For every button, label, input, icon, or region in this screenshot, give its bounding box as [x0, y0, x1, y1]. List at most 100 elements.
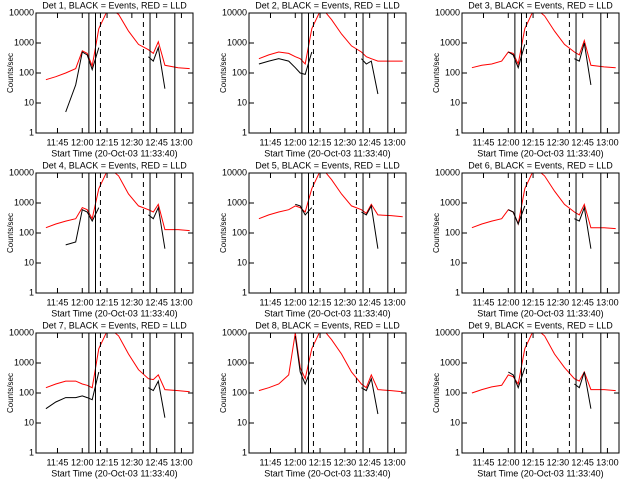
- y-tick-label: 1: [29, 447, 34, 457]
- series-line: [471, 13, 616, 69]
- y-tick-label: 10: [24, 97, 34, 107]
- plot-frame: [35, 12, 194, 134]
- y-tick-label: 1000: [440, 357, 460, 367]
- y-tick-label: 100: [445, 387, 460, 397]
- x-tick-label: 12:15: [96, 137, 119, 147]
- x-axis-label: Start Time (20-Oct-03 11:33:40): [477, 148, 603, 158]
- x-tick-label: 13:00: [596, 457, 619, 467]
- x-axis-label: Start Time (20-Oct-03 11:33:40): [51, 308, 177, 318]
- panel: Det 4, BLACK = Events, RED = LLD Start Ti…: [6, 160, 194, 318]
- x-tick-label: 11:45: [47, 137, 69, 147]
- plot-frame: [248, 332, 407, 454]
- x-tick-label: 12:15: [309, 297, 332, 307]
- x-tick-label: 12:00: [497, 457, 520, 467]
- chart-title: Det 4, BLACK = Events, RED = LLD: [42, 160, 187, 170]
- panel: Det 9, BLACK = Events, RED = LLD Start Ti…: [432, 320, 620, 478]
- y-tick-label: 1: [455, 447, 460, 457]
- y-axis-label: Counts/sec: [219, 53, 228, 93]
- x-tick-label: 13:00: [383, 457, 406, 467]
- y-tick-label: 10000: [435, 7, 460, 17]
- x-tick-label: 12:00: [71, 297, 94, 307]
- series-line: [45, 173, 190, 232]
- plot-frame: [461, 332, 620, 454]
- x-tick-label: 12:45: [571, 457, 594, 467]
- panel: Det 6, BLACK = Events, RED = LLD Start Ti…: [432, 160, 620, 318]
- y-tick-label: 1: [455, 287, 460, 297]
- x-axis-label: Start Time (20-Oct-03 11:33:40): [51, 468, 177, 478]
- x-tick-label: 12:30: [334, 297, 357, 307]
- y-axis-label: Counts/sec: [219, 213, 228, 253]
- y-axis-label: Counts/sec: [6, 373, 15, 413]
- x-tick-label: 12:30: [334, 137, 357, 147]
- y-tick-label: 10: [237, 97, 247, 107]
- series-line: [258, 13, 403, 66]
- plot-area: [45, 173, 190, 249]
- y-tick-label: 1: [29, 287, 34, 297]
- x-tick-label: 12:15: [96, 297, 119, 307]
- x-tick-label: 13:00: [596, 137, 619, 147]
- y-tick-label: 1: [455, 127, 460, 137]
- y-tick-label: 1000: [440, 197, 460, 207]
- x-tick-label: 12:45: [145, 297, 168, 307]
- x-tick-label: 12:45: [145, 457, 168, 467]
- x-tick-label: 13:00: [170, 137, 193, 147]
- chart-title: Det 8, BLACK = Events, RED = LLD: [255, 320, 400, 330]
- y-tick-label: 1000: [227, 37, 247, 47]
- y-tick-label: 100: [232, 227, 247, 237]
- y-tick-label: 10000: [222, 167, 247, 177]
- x-tick-label: 12:00: [71, 137, 94, 147]
- chart-title: Det 9, BLACK = Events, RED = LLD: [468, 320, 613, 330]
- plot-frame: [248, 12, 407, 134]
- x-tick-label: 12:30: [121, 297, 144, 307]
- series-line: [45, 13, 190, 81]
- y-tick-label: 10000: [9, 167, 34, 177]
- y-tick-label: 1000: [440, 37, 460, 47]
- chart-title: Det 2, BLACK = Events, RED = LLD: [255, 0, 400, 10]
- x-tick-label: 12:30: [121, 137, 144, 147]
- chart-title: Det 7, BLACK = Events, RED = LLD: [42, 320, 187, 330]
- y-tick-label: 10000: [222, 7, 247, 17]
- y-tick-label: 1: [242, 447, 247, 457]
- y-tick-label: 10000: [435, 327, 460, 337]
- y-axis-label: Counts/sec: [432, 53, 441, 93]
- x-tick-label: 11:45: [260, 137, 282, 147]
- y-tick-label: 100: [19, 67, 34, 77]
- panel: Det 5, BLACK = Events, RED = LLD Start Ti…: [219, 160, 407, 318]
- x-tick-label: 11:45: [260, 297, 282, 307]
- x-tick-label: 13:00: [170, 457, 193, 467]
- x-tick-label: 12:30: [547, 457, 570, 467]
- plot-area: [45, 333, 190, 418]
- y-tick-label: 1: [242, 287, 247, 297]
- y-tick-label: 1000: [14, 357, 34, 367]
- x-axis-label: Start Time (20-Oct-03 11:33:40): [477, 308, 603, 318]
- x-tick-label: 11:45: [260, 457, 282, 467]
- x-tick-label: 12:15: [522, 137, 545, 147]
- x-tick-label: 12:15: [522, 457, 545, 467]
- x-tick-label: 11:45: [47, 457, 69, 467]
- plot-area: [45, 13, 190, 113]
- plot-area: [258, 13, 403, 95]
- plot-frame: [248, 172, 407, 294]
- x-tick-label: 12:00: [284, 297, 307, 307]
- y-tick-label: 10: [24, 257, 34, 267]
- x-tick-label: 12:30: [121, 457, 144, 467]
- series-line: [65, 205, 166, 249]
- x-axis-label: Start Time (20-Oct-03 11:33:40): [264, 308, 390, 318]
- chart-title: Det 3, BLACK = Events, RED = LLD: [468, 0, 613, 10]
- x-tick-label: 12:45: [571, 297, 594, 307]
- y-axis-label: Counts/sec: [6, 213, 15, 253]
- y-tick-label: 100: [19, 227, 34, 237]
- y-tick-label: 10000: [222, 327, 247, 337]
- x-tick-label: 11:45: [473, 457, 495, 467]
- plot-frame: [461, 12, 620, 134]
- chart-title: Det 5, BLACK = Events, RED = LLD: [255, 160, 400, 170]
- y-tick-label: 100: [445, 67, 460, 77]
- x-tick-label: 12:45: [145, 137, 168, 147]
- x-tick-label: 13:00: [383, 137, 406, 147]
- x-tick-label: 11:45: [473, 137, 495, 147]
- panel: Det 7, BLACK = Events, RED = LLD Start Ti…: [6, 320, 194, 478]
- x-tick-label: 13:00: [170, 297, 193, 307]
- y-tick-label: 10000: [9, 7, 34, 17]
